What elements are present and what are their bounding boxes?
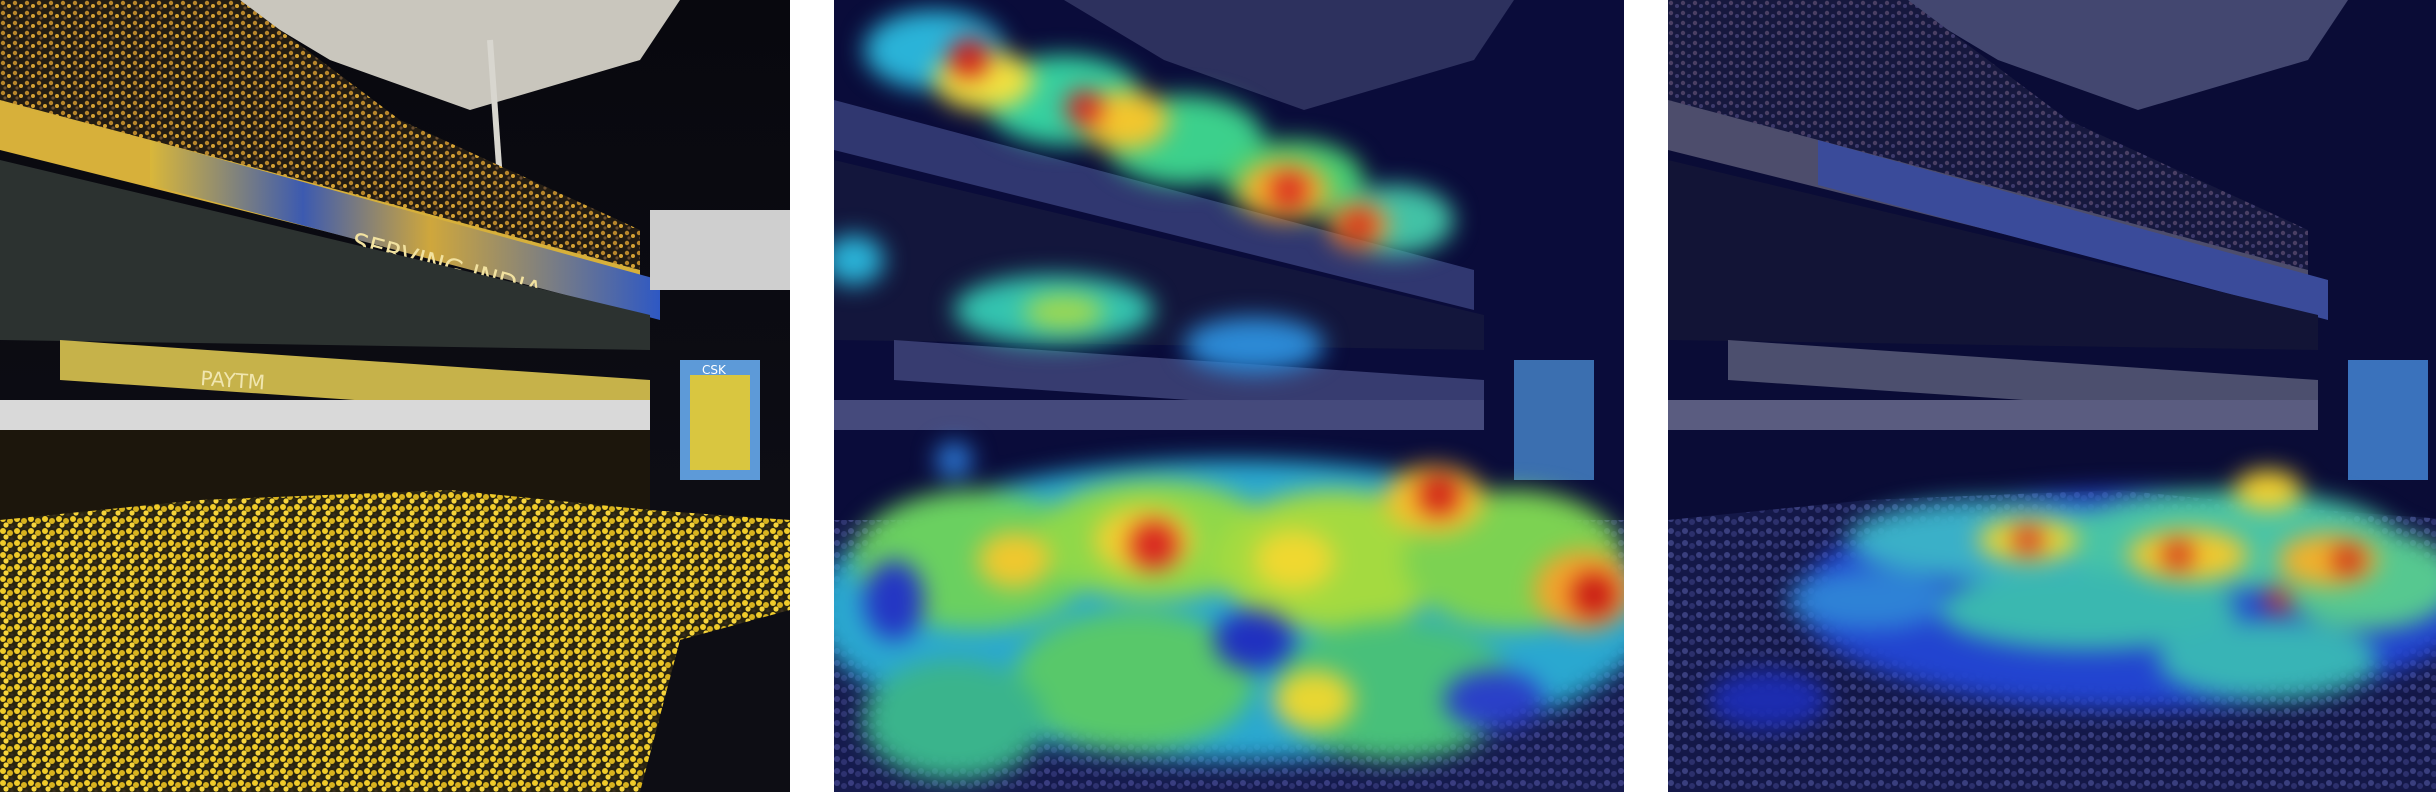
walkway-rail xyxy=(0,400,650,430)
heatmap-overlay-b xyxy=(1668,0,2436,792)
heatmap-panel-a xyxy=(834,0,1624,792)
heat-blobs-a xyxy=(834,10,1624,780)
ad-banner-upper xyxy=(150,140,660,320)
heatmap-panel-b xyxy=(1668,0,2436,792)
roof-canopy xyxy=(230,0,680,110)
banner-lower-text: PAYTM xyxy=(200,366,266,394)
heatmap-overlay-a xyxy=(834,0,1624,792)
heat-blobs-b xyxy=(1708,470,2436,730)
screen-text: CSK xyxy=(702,363,727,377)
stadium-scene: SERVING INDIA PAYTM CSK xyxy=(0,0,790,792)
lower-stand-crowd xyxy=(0,490,790,792)
upper-stand-crowd xyxy=(0,0,640,280)
glass-boxes xyxy=(0,160,650,350)
original-photo-panel: SERVING INDIA PAYTM CSK xyxy=(0,0,790,792)
